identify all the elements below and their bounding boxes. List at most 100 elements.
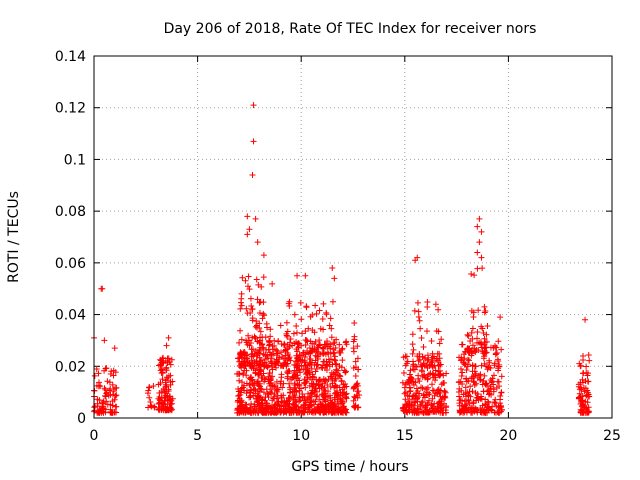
data-point <box>326 359 333 366</box>
data-point <box>352 372 359 379</box>
x-tick-label: 5 <box>193 428 202 444</box>
data-point <box>312 368 319 375</box>
y-tick-label: 0.12 <box>55 101 86 117</box>
y-tick-label: 0.04 <box>55 308 86 324</box>
data-point <box>422 362 429 369</box>
axis-ticks: 0 5 10 15 20 25 0 0.02 0.04 0.06 0.08 0.1 0.12 0.14 <box>55 49 621 444</box>
data-point <box>263 402 270 409</box>
data-point <box>256 299 263 306</box>
data-point <box>244 231 251 238</box>
data-point <box>465 406 472 413</box>
data-point <box>330 346 337 353</box>
data-point <box>470 378 477 385</box>
data-point <box>269 360 276 367</box>
data-point <box>286 380 293 387</box>
data-point <box>419 353 426 360</box>
data-point <box>306 355 313 362</box>
data-point <box>436 340 443 347</box>
data-point <box>581 388 588 395</box>
data-point <box>147 402 154 409</box>
data-point <box>255 372 262 379</box>
data-point <box>314 405 321 412</box>
data-point <box>313 388 320 395</box>
data-point <box>236 377 243 384</box>
data-point <box>336 384 343 391</box>
data-point <box>461 409 468 416</box>
data-point <box>304 374 311 381</box>
data-point <box>111 396 118 403</box>
data-point <box>409 331 416 338</box>
data-point <box>262 334 269 341</box>
grid-lines <box>94 56 612 418</box>
data-point <box>435 363 442 370</box>
data-point <box>432 301 439 308</box>
data-point <box>316 307 323 314</box>
data-point <box>415 372 422 379</box>
data-point <box>324 388 331 395</box>
data-point <box>482 350 489 357</box>
data-point <box>419 398 426 405</box>
data-point <box>343 341 350 348</box>
data-point <box>483 349 490 356</box>
data-point <box>260 252 267 259</box>
data-point <box>312 338 319 345</box>
data-point <box>463 366 470 373</box>
x-tick-label: 20 <box>499 428 517 444</box>
data-point <box>327 345 334 352</box>
data-point <box>342 369 349 376</box>
data-point <box>471 408 478 415</box>
data-point <box>429 395 436 402</box>
data-point <box>313 362 320 369</box>
data-point <box>278 378 285 385</box>
data-point <box>306 360 313 367</box>
data-point <box>456 407 463 414</box>
data-point <box>317 325 324 332</box>
data-point <box>471 272 478 279</box>
data-point <box>100 400 107 407</box>
data-point <box>406 388 413 395</box>
data-point <box>580 356 587 363</box>
data-point <box>320 376 327 383</box>
data-point <box>240 371 247 378</box>
data-point <box>425 397 432 404</box>
data-point <box>163 383 170 390</box>
data-point <box>254 239 261 246</box>
data-point <box>281 398 288 405</box>
data-point <box>260 299 267 306</box>
data-point <box>331 275 338 282</box>
data-point <box>584 399 591 406</box>
data-point <box>416 390 423 397</box>
data-point <box>475 307 482 314</box>
data-point <box>458 341 465 348</box>
data-point <box>102 393 109 400</box>
data-point <box>415 394 422 401</box>
data-point <box>352 358 359 365</box>
data-point <box>256 346 263 353</box>
data-point <box>238 379 245 386</box>
data-point <box>103 365 110 372</box>
data-point <box>490 372 497 379</box>
data-point <box>474 329 481 336</box>
data-point <box>440 380 447 387</box>
data-point <box>435 370 442 377</box>
data-point <box>255 281 262 288</box>
data-point <box>586 393 593 400</box>
data-point <box>262 351 269 358</box>
data-point <box>333 367 340 374</box>
data-point <box>305 325 312 332</box>
data-point <box>456 397 463 404</box>
data-point <box>157 379 164 386</box>
data-point <box>340 399 347 406</box>
data-point <box>457 366 464 373</box>
data-point <box>422 408 429 415</box>
data-point <box>405 398 412 405</box>
data-point <box>326 322 333 329</box>
data-point <box>248 302 255 309</box>
data-point <box>338 364 345 371</box>
data-point <box>156 407 163 414</box>
data-point <box>434 357 441 364</box>
data-point <box>164 355 171 362</box>
data-point <box>408 378 415 385</box>
data-point <box>471 382 478 389</box>
data-point <box>402 362 409 369</box>
